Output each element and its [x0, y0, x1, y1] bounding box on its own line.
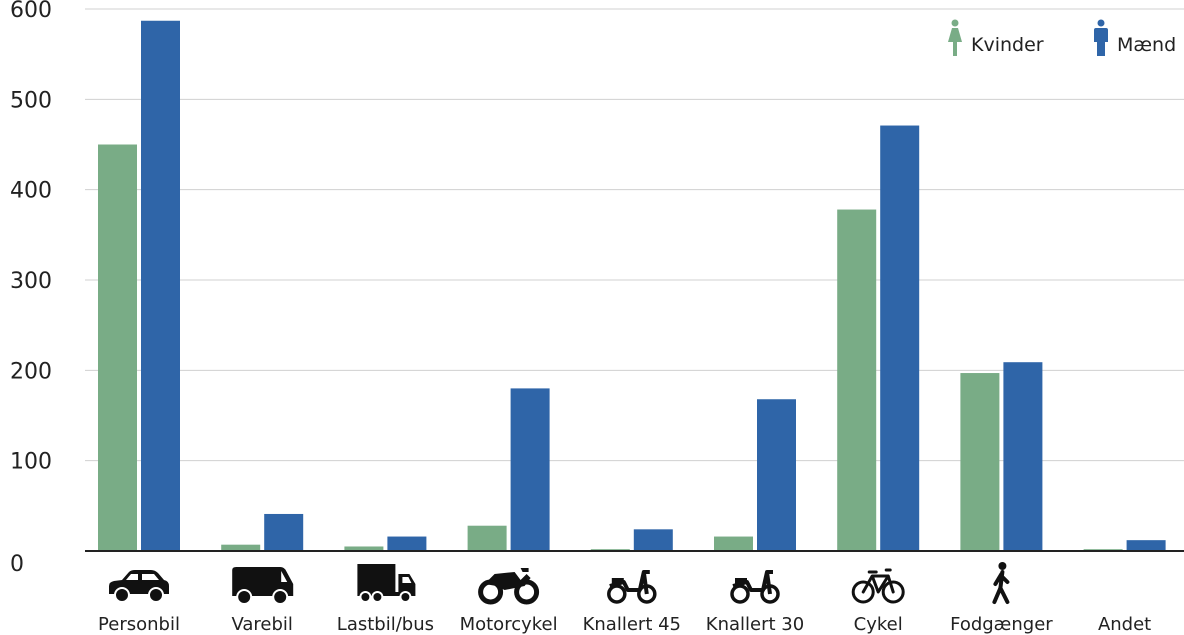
bar-maend	[633, 529, 673, 551]
bar-kvinder	[714, 536, 753, 551]
bar-maend	[757, 399, 796, 551]
y-tick-label: 600	[10, 0, 52, 23]
x-category-label: Cykel	[854, 614, 903, 635]
y-tick-label: 500	[10, 88, 52, 113]
car-icon	[109, 570, 169, 603]
x-category-label: Varebil	[231, 614, 292, 635]
x-axis: Personbil Varebil Lastbil/bus Motorcykel Kna…	[98, 562, 1151, 635]
x-category-label: Motorcykel	[460, 614, 558, 635]
bar-maend	[1126, 540, 1166, 551]
motorcycle-icon	[478, 568, 540, 605]
x-category-label: Knallert 30	[706, 614, 804, 635]
legend: Kvinder Mænd	[948, 19, 1176, 56]
x-category-label: Personbil	[98, 614, 180, 635]
x-category-label: Fodgænger	[950, 614, 1053, 635]
truck-icon	[357, 564, 416, 603]
x-category-label: Andet	[1098, 614, 1151, 635]
y-axis: 0 100 200 300 400 500 600	[10, 0, 52, 577]
bars	[98, 20, 1166, 552]
legend-label: Mænd	[1117, 34, 1176, 56]
y-tick-label: 0	[10, 552, 24, 577]
woman-icon	[948, 19, 962, 56]
y-tick-label: 100	[10, 450, 52, 475]
bar-kvinder	[221, 544, 261, 551]
bar-maend	[264, 513, 304, 551]
y-tick-label: 400	[10, 179, 52, 204]
bar-maend	[510, 388, 550, 551]
y-tick-label: 200	[10, 359, 52, 384]
van-icon	[232, 567, 294, 605]
x-category-label: Knallert 45	[583, 614, 681, 635]
bar-kvinder	[98, 144, 137, 551]
moped-45-icon	[607, 570, 657, 604]
bar-maend	[141, 20, 180, 551]
bar-maend	[387, 536, 427, 551]
y-tick-label: 300	[10, 269, 52, 294]
man-icon	[1094, 19, 1108, 56]
x-category-label: Lastbil/bus	[337, 614, 434, 635]
bar-maend	[1003, 362, 1043, 551]
bar-kvinder	[960, 373, 1000, 551]
bar-kvinder	[837, 209, 877, 552]
gridlines	[85, 8, 1184, 462]
moped-30-icon	[730, 570, 780, 604]
bar-kvinder	[344, 546, 384, 551]
bar-maend	[880, 125, 920, 551]
pedestrian-icon	[992, 562, 1010, 604]
bar-kvinder	[467, 525, 507, 551]
legend-label: Kvinder	[971, 34, 1044, 56]
bicycle-icon	[851, 568, 905, 604]
